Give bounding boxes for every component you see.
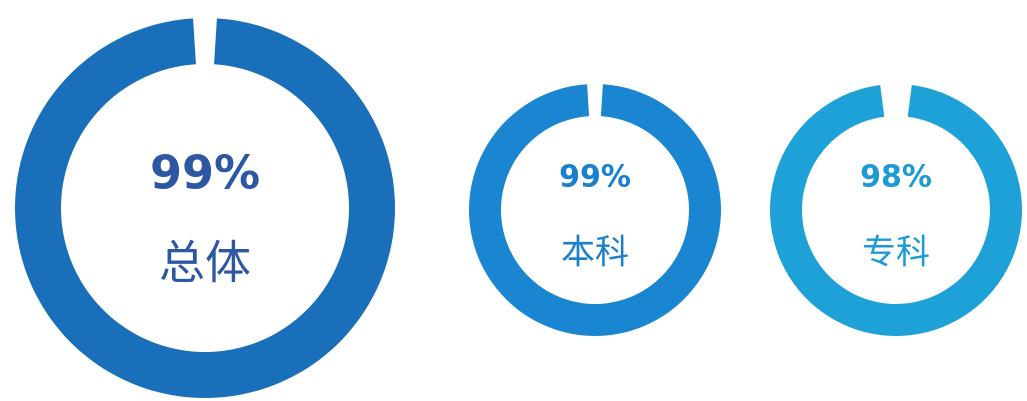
donut-category-label-2: 本科 bbox=[561, 233, 629, 273]
donut-1: 99% 总体 bbox=[15, 18, 395, 398]
donut-value-label-2: 99% bbox=[559, 160, 631, 195]
donut-value-label-1: 99% bbox=[150, 146, 260, 200]
donut-category-label-3: 专科 bbox=[862, 233, 930, 273]
donut-category-label-1: 总体 bbox=[159, 236, 251, 290]
donut-3: 98% 专科 bbox=[770, 84, 1023, 336]
donut-ring-3 bbox=[770, 84, 1023, 336]
donut-ring-2 bbox=[469, 84, 721, 337]
donut-2: 99% 本科 bbox=[469, 84, 721, 337]
donut-ring-1 bbox=[15, 18, 395, 398]
donut-value-label-3: 98% bbox=[860, 160, 932, 195]
